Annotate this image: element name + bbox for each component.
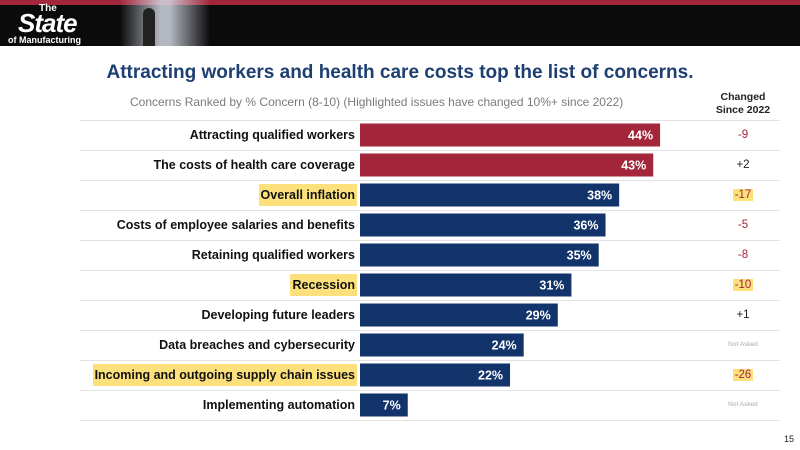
changed-since-header: Changed Since 2022 <box>705 91 781 117</box>
change-value-text: -8 <box>737 249 749 261</box>
banner-red-stripe <box>0 0 800 5</box>
category-label: The costs of health care coverage <box>153 158 355 172</box>
change-value: -17 <box>705 184 781 206</box>
bar-value-label: 31% <box>539 279 564 293</box>
bar <box>360 243 599 267</box>
category-label: Recession <box>290 274 357 296</box>
change-value: -8 <box>705 244 781 266</box>
row-separator <box>80 210 780 211</box>
change-value: +1 <box>705 304 781 326</box>
change-value-text: +2 <box>736 159 750 171</box>
changed-header-line1: Changed <box>720 91 766 103</box>
change-value-text: -9 <box>737 129 749 141</box>
change-value: -9 <box>705 124 781 146</box>
row-separator <box>80 120 780 121</box>
row-separator <box>80 240 780 241</box>
bar-value-label: 44% <box>628 129 653 143</box>
category-label: Incoming and outgoing supply chain issue… <box>92 364 357 386</box>
bar <box>360 363 511 387</box>
row-separator <box>80 420 780 421</box>
change-value: Not Asked <box>705 394 781 416</box>
row-separator <box>80 150 780 151</box>
changed-header-line2: Since 2022 <box>715 104 771 116</box>
row-separator <box>80 300 780 301</box>
state-of-manufacturing-logo: The State of Manufacturing <box>6 2 98 46</box>
banner-silhouette-image <box>143 8 155 46</box>
category-label: Implementing automation <box>202 398 355 412</box>
change-value: +2 <box>705 154 781 176</box>
bar <box>360 153 654 177</box>
change-value: -5 <box>705 214 781 236</box>
change-value-text: +1 <box>736 309 750 321</box>
change-value-text: -10 <box>732 279 754 291</box>
header-banner: The State of Manufacturing <box>0 0 800 46</box>
bar-value-label: 35% <box>567 249 592 263</box>
change-value-text: Not Asked <box>728 341 758 348</box>
bar-value-label: 43% <box>621 159 646 173</box>
category-label: Data breaches and cybersecurity <box>159 338 355 352</box>
change-value-text: -5 <box>737 219 749 231</box>
logo-state-text: State <box>18 8 78 38</box>
bar <box>360 273 572 297</box>
slide-title: Attracting workers and health care costs… <box>106 62 694 83</box>
bar-value-label: 7% <box>383 399 401 413</box>
row-separator <box>80 390 780 391</box>
logo-manufacturing-text: of Manufacturing <box>8 35 81 45</box>
change-value-text: -26 <box>732 369 754 381</box>
bar-value-label: 38% <box>587 189 612 203</box>
bar-value-label: 24% <box>492 339 517 353</box>
change-value: -26 <box>705 364 781 386</box>
category-label: Retaining qualified workers <box>191 248 355 262</box>
bar <box>360 123 661 147</box>
category-label: Costs of employee salaries and benefits <box>116 218 355 232</box>
bar <box>360 393 408 417</box>
change-value-text: Not Asked <box>728 401 758 408</box>
page-number: 15 <box>783 434 794 444</box>
row-separator <box>80 330 780 331</box>
row-separator <box>80 360 780 361</box>
change-value: Not Asked <box>705 334 781 356</box>
bar <box>360 213 606 237</box>
chart-subtitle: Concerns Ranked by % Concern (8-10) (Hig… <box>130 95 624 109</box>
row-separator <box>80 180 780 181</box>
bar <box>360 333 524 357</box>
category-label: Overall inflation <box>258 184 357 206</box>
row-separator <box>80 270 780 271</box>
change-value-text: -17 <box>732 189 754 201</box>
bar-value-label: 36% <box>573 219 598 233</box>
category-label: Attracting qualified workers <box>189 128 355 142</box>
category-label: Developing future leaders <box>201 308 355 322</box>
banner-doorway-image <box>120 0 210 46</box>
logo-the-text: The <box>39 3 57 14</box>
bar <box>360 303 558 327</box>
bar <box>360 183 620 207</box>
change-value: -10 <box>705 274 781 296</box>
bar-value-label: 29% <box>526 309 551 323</box>
bar-value-label: 22% <box>478 369 503 383</box>
